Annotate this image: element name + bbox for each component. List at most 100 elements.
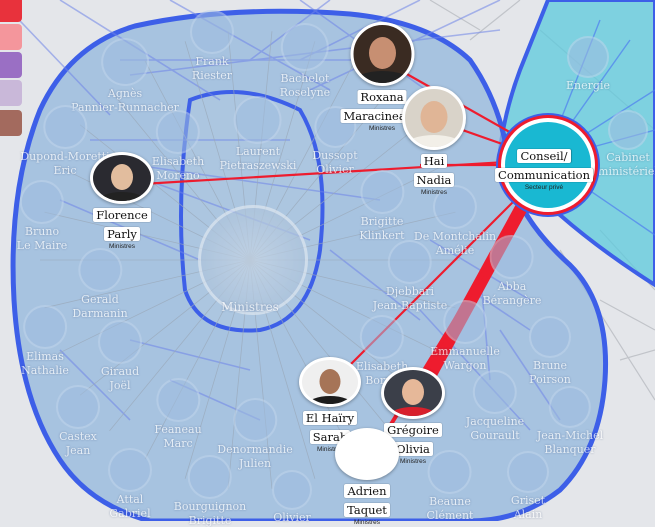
ghost-last-name: Alain	[513, 508, 543, 521]
legend-swatch-pink[interactable]	[0, 24, 22, 50]
ghost-node-riester[interactable]: Frank Riester	[190, 10, 234, 82]
ghost-node-castex[interactable]: Castex Jean	[56, 385, 100, 457]
ghost-avatar	[566, 36, 609, 78]
ghost-first-name: Griset	[510, 494, 546, 507]
ghost-node-denormandie[interactable]: Denormandie Julien	[217, 398, 293, 470]
portrait-face	[402, 379, 424, 405]
ghost-node-poirson[interactable]: Brune Poirson	[529, 316, 571, 386]
hub-title-line1: Conseil/	[517, 149, 571, 163]
ghost-last-name: Moreno	[156, 169, 200, 182]
ghost-node-clement[interactable]: Beaune Clément	[426, 450, 474, 522]
node-caption: Ministres	[399, 458, 426, 465]
ghost-avatar	[190, 10, 234, 54]
ghost-first-name: Elimas	[26, 350, 64, 363]
ghost-avatar	[549, 386, 591, 428]
ghost-node-darmanin[interactable]: Gerald Darmanin	[72, 248, 128, 320]
ghost-node-blanquer[interactable]: Jean-Michel Blanquer	[537, 386, 603, 456]
ghost-avatar	[98, 320, 142, 364]
ghost-node-abba[interactable]: Abba Bérangère	[483, 235, 541, 307]
ghost-avatar	[233, 398, 277, 442]
ghost-node-wargon[interactable]: Emmanuelle Wargon	[430, 300, 500, 372]
portrait-shoulders	[405, 135, 463, 147]
ghost-first-name: Brigitte	[360, 215, 404, 228]
ghost-node-moreno[interactable]: Elisabeth Moreno	[152, 110, 204, 182]
node-first-name: El Haïry	[302, 411, 358, 425]
ghost-node-lemaire[interactable]: Bruno Le Maire	[17, 180, 67, 252]
node-elhairy[interactable]: El Haïry Sarah Ministres	[299, 357, 361, 453]
ghost-last-name: Pannier-Runnacher	[71, 101, 179, 114]
ghost-last-name: Roselyne	[279, 86, 331, 99]
ghost-node-energie[interactable]: Energie	[566, 36, 610, 92]
node-parly[interactable]: Florence Parly Ministres	[90, 152, 154, 250]
ghost-last-name: Klinkert	[359, 229, 405, 242]
ghost-node-giraud[interactable]: Giraud Joël	[98, 320, 142, 392]
ghost-node-djebbari[interactable]: Djebbari Jean-Baptiste	[373, 240, 447, 312]
ghost-node-pietraszewski[interactable]: Laurent Pietraszewski	[220, 96, 296, 172]
ghost-avatar	[19, 180, 64, 224]
node-first-name: Roxana	[357, 90, 407, 104]
ghost-last-name: Eric	[53, 164, 77, 177]
node-first-name: Adrien	[344, 484, 390, 498]
ghost-first-name: Djebbari	[385, 285, 435, 298]
node-taquet[interactable]: Adrien Taquet Ministres	[335, 428, 399, 526]
node-gregoire[interactable]: Grégoire Olivia Ministres	[381, 367, 445, 465]
ghost-first-name: Dupond-Moretti	[20, 150, 110, 163]
ghost-node-olivier[interactable]: Olivier	[272, 470, 312, 524]
portrait-face	[319, 369, 341, 394]
ghost-avatar	[22, 305, 67, 349]
ghost-node-attal[interactable]: Attal Gabriel	[108, 448, 152, 520]
ghost-node-elimas[interactable]: Elimas Nathalie	[21, 305, 69, 377]
avatar	[335, 428, 399, 480]
legend-swatch-purple[interactable]	[0, 52, 22, 78]
node-caption: Ministres	[353, 519, 380, 526]
ghost-last-name: Wargon	[443, 359, 487, 372]
node-last-name: Nadia	[413, 173, 455, 187]
ghost-avatar	[489, 235, 534, 279]
ministres-hub-label: Ministres	[221, 300, 279, 314]
ghost-last-name: Poirson	[529, 373, 571, 386]
ghost-avatar	[272, 470, 312, 510]
ghost-last-name: Nathalie	[21, 364, 69, 377]
ghost-node-klinkert[interactable]: Brigitte Klinkert	[359, 170, 405, 242]
ghost-avatar	[108, 448, 152, 492]
ghost-first-name: Jean-Michel	[536, 429, 604, 442]
ghost-first-name: Dussopt	[312, 149, 358, 162]
ghost-node-borne[interactable]: Elisabeth Borne	[356, 315, 408, 387]
ghost-node-cabinet[interactable]: Cabinet ministériel	[598, 110, 655, 178]
ghost-avatar	[188, 455, 232, 499]
ghost-avatar	[473, 370, 517, 414]
ghost-node-bachelot[interactable]: Bachelot Roselyne	[280, 23, 330, 99]
ghost-first-name: Elisabeth	[355, 360, 409, 373]
ghost-avatar	[359, 315, 404, 359]
ghost-first-name: Feaneau	[154, 423, 202, 436]
ghost-last-name: Riester	[191, 69, 233, 82]
ghost-node-gourault[interactable]: Jacqueline Gourault	[466, 370, 524, 442]
ghost-last-name: Gourault	[470, 429, 520, 442]
node-nadia[interactable]: Hai Nadia Ministres	[402, 86, 466, 196]
ghost-node-griset[interactable]: Griset Alain	[507, 451, 549, 521]
node-caption: Ministres	[316, 446, 343, 453]
conseil-communication-hub[interactable]	[501, 118, 595, 212]
node-first-name: Hai	[420, 154, 448, 168]
ghost-last-name: Clément	[426, 509, 474, 522]
ghost-avatar	[507, 451, 549, 493]
ghost-node-feaneau[interactable]: Feaneau Marc	[154, 378, 202, 450]
ghost-first-name: Bourguignon	[173, 500, 247, 513]
ministres-hub[interactable]	[198, 205, 308, 315]
legend-swatch-red[interactable]	[0, 0, 22, 22]
conseil-communication-label[interactable]: Conseil/ Communication Secteur privé	[495, 145, 593, 191]
ghost-first-name: Laurent	[235, 145, 281, 158]
ghost-last-name: Julien	[238, 457, 272, 470]
ghost-first-name: Bachelot	[280, 72, 330, 85]
ghost-node-bourguignon[interactable]: Bourguignon Brigitte	[173, 455, 247, 527]
legend-swatch-lavender[interactable]	[0, 80, 22, 106]
ghost-node-agnes[interactable]: Agnès Pannier-Runnacher	[71, 38, 179, 114]
legend-swatch-brown[interactable]	[0, 110, 22, 136]
ghost-node-dupond[interactable]: Dupond-Moretti Eric	[20, 105, 110, 177]
ghost-node-demontchalin[interactable]: De Montchalin Amélie	[414, 185, 496, 257]
ghost-last-name: ministériel	[598, 165, 655, 178]
node-caption: Ministres	[108, 243, 135, 250]
avatar	[350, 22, 414, 86]
ghost-first-name: Emmanuelle	[430, 345, 500, 358]
